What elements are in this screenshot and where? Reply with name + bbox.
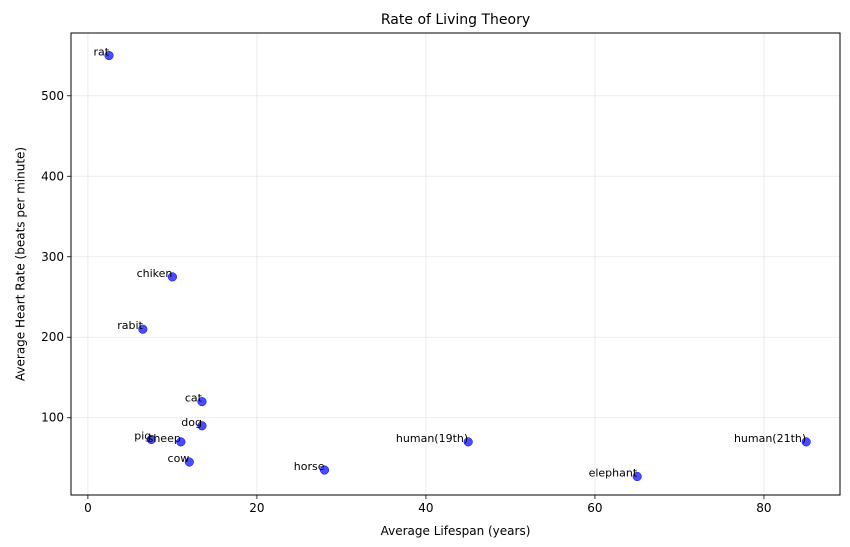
data-point-horse <box>319 465 330 475</box>
data-point-dog <box>197 421 207 431</box>
point-label: rat <box>93 46 109 59</box>
point-label: sheep <box>148 432 181 445</box>
y-tick-label: 300 <box>41 250 64 264</box>
point-label: pig <box>134 429 151 442</box>
y-tick-label: 200 <box>41 330 64 344</box>
data-points <box>104 50 811 482</box>
data-point-chiken <box>167 272 177 282</box>
point-label: horse <box>294 460 325 473</box>
data-point-rabit <box>138 324 148 334</box>
x-tick-label: 20 <box>249 501 264 515</box>
x-tick-label: 80 <box>756 501 771 515</box>
data-point-sheep <box>176 437 186 447</box>
data-point-rat <box>104 50 114 61</box>
plot-area-frame <box>70 32 841 496</box>
data-point-human-21th- <box>801 437 811 447</box>
point-label: human(21th) <box>734 432 806 445</box>
y-tick-label: 400 <box>41 169 64 183</box>
y-tick-label: 100 <box>41 411 64 425</box>
data-point-cow <box>184 457 194 467</box>
point-label: cat <box>185 392 203 405</box>
chart-title: Rate of Living Theory <box>381 12 530 28</box>
y-tick-label: 500 <box>41 89 64 103</box>
point-label: dog <box>181 416 202 429</box>
x-axis-label: Average Lifespan (years) <box>381 524 531 538</box>
data-point-elephant <box>632 471 642 482</box>
grid <box>71 33 840 495</box>
y-axis-ticks: 100 200 300 400 500 <box>41 89 71 425</box>
data-point-human-19th- <box>463 437 473 447</box>
point-label: human(19th) <box>396 432 468 445</box>
x-tick-label: 40 <box>418 501 433 515</box>
data-point-cat <box>197 397 207 407</box>
data-point-pig <box>146 434 156 445</box>
x-tick-label: 60 <box>587 501 602 515</box>
x-tick-label: 0 <box>84 501 92 515</box>
point-label: rabit <box>117 319 143 332</box>
x-axis-ticks: 0 20 40 60 80 <box>84 495 772 515</box>
y-axis-label: Average Heart Rate (beats per minute) <box>14 147 28 381</box>
point-label: cow <box>168 452 190 465</box>
point-label: elephant <box>589 466 638 479</box>
point-label: chiken <box>137 267 173 280</box>
